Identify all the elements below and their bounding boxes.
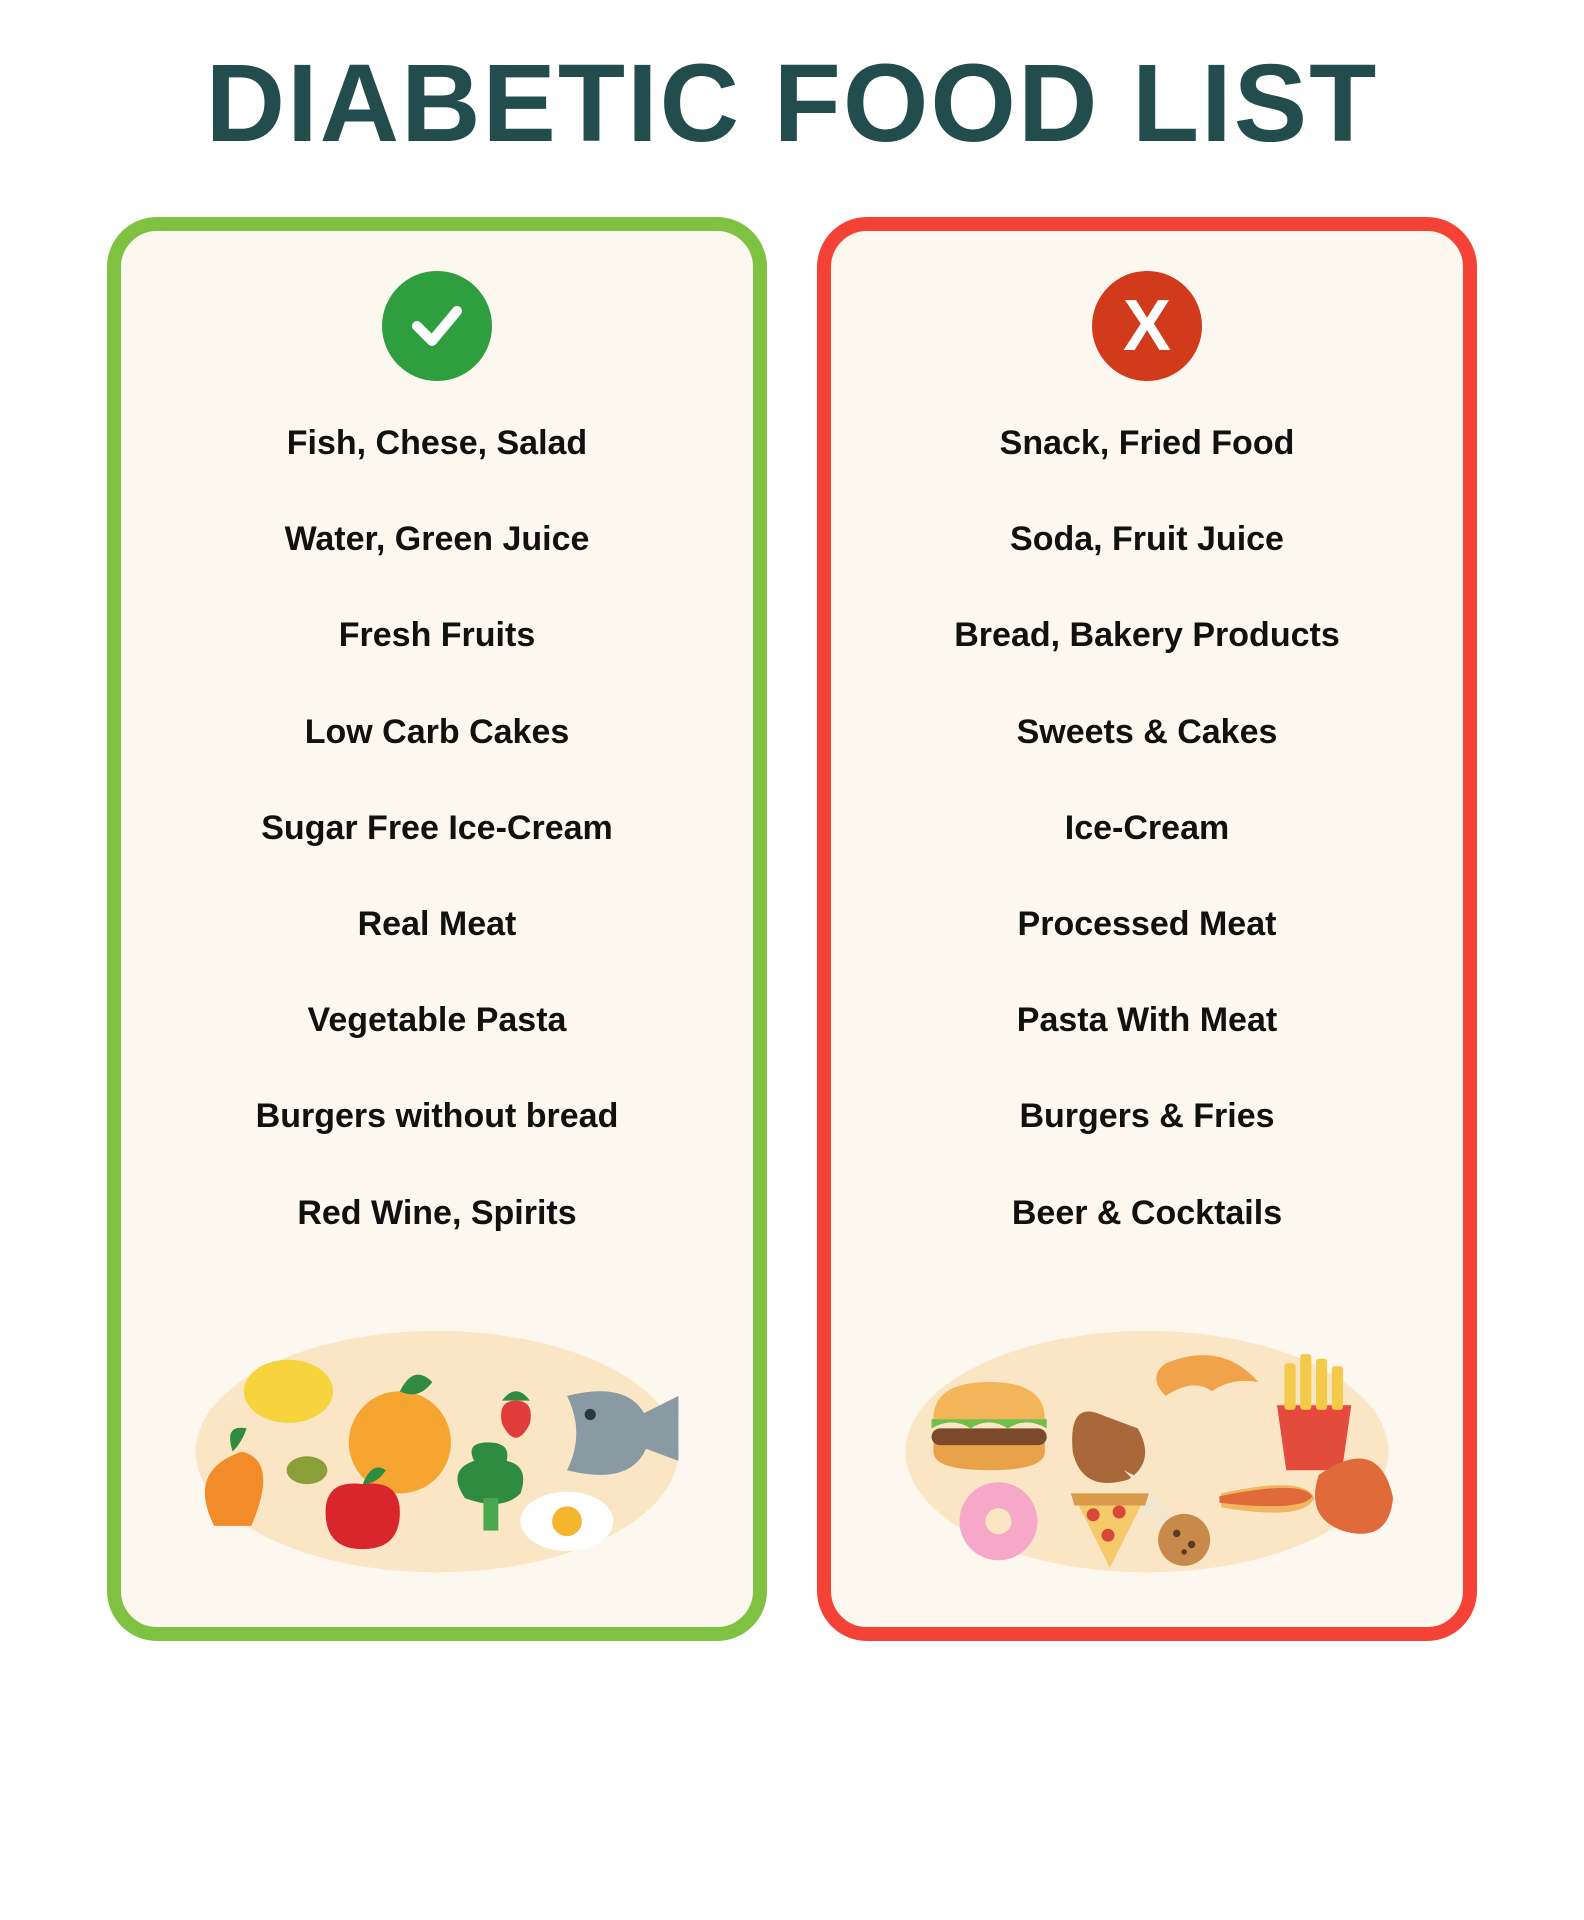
lemon-icon: [244, 1359, 333, 1422]
list-item: Beer & Cocktails: [861, 1191, 1433, 1235]
pep-3-icon: [1102, 1528, 1115, 1541]
burger-bun-bot-icon: [933, 1442, 1044, 1470]
list-item: Real Meat: [151, 902, 723, 946]
good-foods-card: Fish, Chese, Salad Water, Green Juice Fr…: [107, 217, 767, 1641]
bad-foods-plate-icon: [887, 1307, 1407, 1587]
fries-1-icon: [1284, 1363, 1295, 1409]
list-item: Sugar Free Ice-Cream: [151, 806, 723, 850]
bad-foods-list: Snack, Fried Food Soda, Fruit Juice Brea…: [861, 421, 1433, 1287]
chip-2-icon: [1188, 1540, 1195, 1547]
apple-icon: [326, 1483, 400, 1549]
list-item: Bread, Bakery Products: [861, 613, 1433, 657]
chip-1-icon: [1173, 1529, 1180, 1536]
list-item: Pasta With Meat: [861, 998, 1433, 1042]
egg-yolk-icon: [552, 1506, 582, 1536]
list-item: Low Carb Cakes: [151, 710, 723, 754]
fries-4-icon: [1332, 1366, 1343, 1410]
good-foods-plate-icon: [177, 1307, 697, 1587]
list-item: Snack, Fried Food: [861, 421, 1433, 465]
fries-box-icon: [1277, 1405, 1351, 1470]
list-item: Vegetable Pasta: [151, 998, 723, 1042]
list-item: Water, Green Juice: [151, 517, 723, 561]
chip-3-icon: [1181, 1549, 1187, 1555]
broccoli-stem-icon: [483, 1498, 498, 1531]
list-item: Fish, Chese, Salad: [151, 421, 723, 465]
columns-wrap: Fish, Chese, Salad Water, Green Juice Fr…: [100, 217, 1484, 1641]
orange-icon: [349, 1391, 451, 1493]
pep-2-icon: [1113, 1505, 1126, 1518]
list-item: Red Wine, Spirits: [151, 1191, 723, 1235]
pizza-crust-icon: [1071, 1493, 1149, 1505]
bad-foods-card: X Snack, Fried Food Soda, Fruit Juice Br…: [817, 217, 1477, 1641]
page-title: DIABETIC FOOD LIST: [100, 40, 1484, 167]
list-item: Burgers without bread: [151, 1094, 723, 1138]
list-item: Sweets & Cakes: [861, 710, 1433, 754]
list-item: Soda, Fruit Juice: [861, 517, 1433, 561]
donut-hole-icon: [985, 1508, 1011, 1534]
fish-eye-icon: [585, 1409, 596, 1420]
pep-1-icon: [1087, 1508, 1100, 1521]
olive-icon: [287, 1456, 328, 1484]
x-icon: X: [1123, 290, 1171, 362]
good-foods-list: Fish, Chese, Salad Water, Green Juice Fr…: [151, 421, 723, 1287]
fries-2-icon: [1300, 1354, 1311, 1410]
check-icon: [407, 296, 467, 356]
check-badge: [382, 271, 492, 381]
cookie-icon: [1158, 1514, 1210, 1566]
list-item: Fresh Fruits: [151, 613, 723, 657]
burger-patty-icon: [932, 1428, 1047, 1445]
list-item: Processed Meat: [861, 902, 1433, 946]
list-item: Burgers & Fries: [861, 1094, 1433, 1138]
x-badge: X: [1092, 271, 1202, 381]
list-item: Ice-Cream: [861, 806, 1433, 850]
fries-3-icon: [1316, 1358, 1327, 1409]
